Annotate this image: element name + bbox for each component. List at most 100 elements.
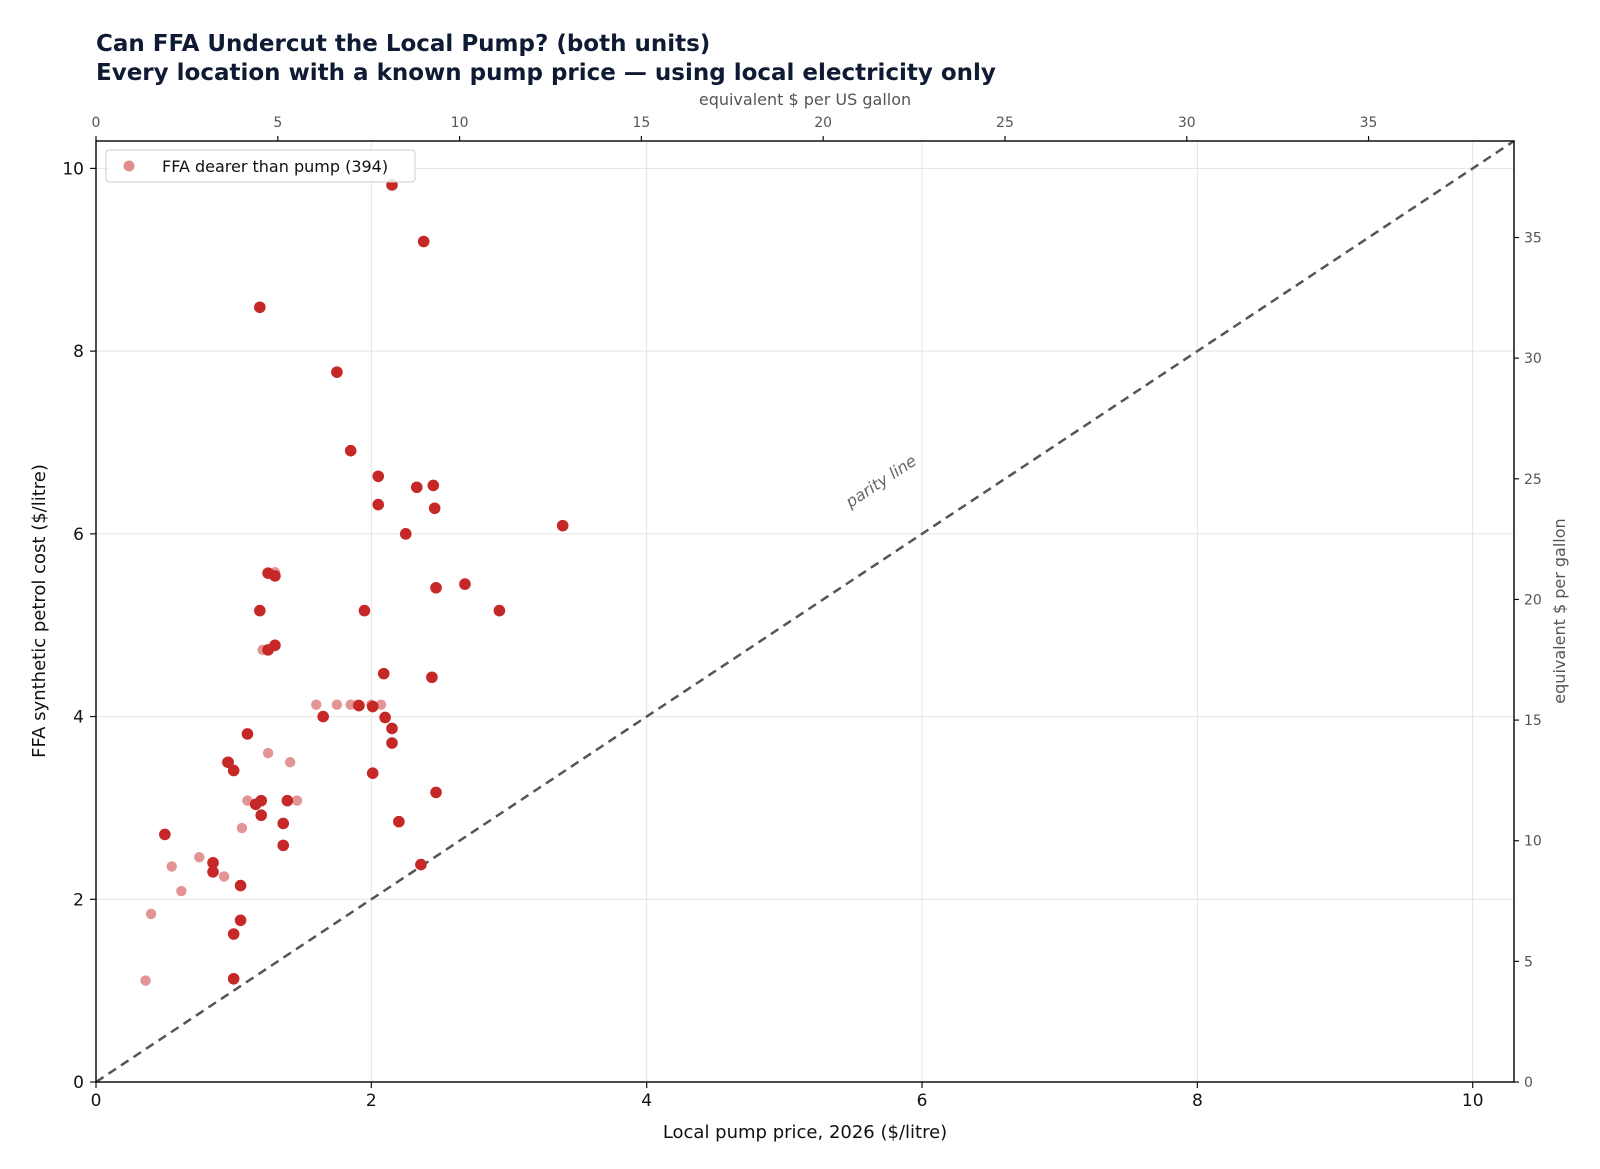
top-tick-label: 20 <box>814 115 832 131</box>
data-point <box>249 798 262 811</box>
top-tick-label: 15 <box>632 115 650 131</box>
data-point <box>234 879 247 892</box>
legend: FFA dearer than pump (394) <box>105 149 416 183</box>
data-point <box>393 815 405 828</box>
parity-line-label: parity line <box>841 451 920 512</box>
data-point <box>415 858 427 871</box>
data-point <box>399 528 412 540</box>
right-tick-label: 5 <box>1524 954 1533 970</box>
right-tick-label: 25 <box>1524 472 1542 488</box>
axis-ticks: 0 2 4 6 8 10 0 2 4 6 8 10 0 5 10 15 20 25 30 35 0 5 10 15 20 25 30… <box>62 115 1541 1111</box>
data-point <box>284 757 296 768</box>
data-point <box>311 699 322 710</box>
data-point <box>207 866 219 878</box>
right-tick-label: 20 <box>1524 592 1542 608</box>
legend-entry: FFA dearer than pump (394) <box>162 157 388 176</box>
data-point <box>331 366 343 378</box>
data-point <box>227 972 240 985</box>
data-point <box>227 764 240 777</box>
data-point <box>556 519 569 532</box>
data-point <box>386 737 398 749</box>
x-tick-label: 10 <box>1462 1091 1484 1111</box>
data-point <box>386 722 398 735</box>
parity-line-group: parity line <box>95 139 1515 1084</box>
data-point <box>145 908 157 920</box>
data-point <box>254 604 266 617</box>
x-tick-label: 4 <box>641 1091 652 1111</box>
data-point <box>194 852 205 863</box>
data-point <box>166 861 177 872</box>
data-point <box>353 699 365 712</box>
scatter-points <box>140 179 569 986</box>
y-axis-label: FFA synthetic petrol cost ($/litre) <box>29 464 50 758</box>
data-point <box>344 444 357 457</box>
data-point <box>140 975 151 986</box>
legend-box <box>105 149 416 183</box>
x-tick-label: 6 <box>917 1091 928 1111</box>
y-tick-label: 2 <box>73 890 84 910</box>
data-point <box>459 578 471 590</box>
data-point <box>430 581 442 594</box>
data-point <box>379 711 391 724</box>
data-point <box>234 914 247 927</box>
right-tick-label: 30 <box>1524 351 1542 367</box>
y-tick-label: 0 <box>73 1073 84 1093</box>
right-tick-label: 35 <box>1524 231 1542 247</box>
data-point <box>254 301 266 314</box>
right-axis-label: equivalent $ per gallon <box>1550 518 1569 703</box>
data-point <box>417 235 430 248</box>
x-tick-label: 8 <box>1192 1091 1203 1111</box>
data-point <box>372 470 385 483</box>
y-tick-label: 4 <box>73 708 84 728</box>
top-tick-label: 30 <box>1178 115 1196 131</box>
data-point <box>262 747 274 759</box>
data-point <box>241 728 254 740</box>
x-tick-label: 0 <box>91 1091 102 1111</box>
plot-frame <box>95 140 1515 1083</box>
top-tick-label: 35 <box>1360 115 1378 131</box>
top-tick-label: 25 <box>996 115 1014 131</box>
parity-line <box>95 139 1515 1084</box>
y-tick-label: 10 <box>62 159 84 179</box>
data-point <box>372 498 385 511</box>
data-point <box>227 928 240 940</box>
chart-title: Can FFA Undercut the Local Pump? (both u… <box>96 31 710 57</box>
data-point <box>291 795 303 806</box>
data-point <box>218 871 230 882</box>
data-point <box>427 479 440 492</box>
right-tick-label: 0 <box>1524 1075 1533 1091</box>
data-point <box>493 604 506 617</box>
legend-marker <box>123 160 135 172</box>
data-point <box>426 671 438 684</box>
top-tick-label: 10 <box>451 115 469 131</box>
right-tick-label: 15 <box>1524 713 1542 729</box>
data-point <box>159 828 171 841</box>
data-point <box>410 481 423 494</box>
top-axis-label: equivalent $ per US gallon <box>699 90 911 109</box>
x-axis-label: Local pump price, 2026 ($/litre) <box>663 1122 947 1143</box>
data-point <box>262 644 274 656</box>
y-tick-label: 6 <box>73 525 84 545</box>
data-point <box>428 502 441 515</box>
data-point <box>358 604 371 617</box>
data-point <box>207 856 219 869</box>
top-tick-label: 5 <box>273 115 282 131</box>
data-point <box>281 794 294 807</box>
data-point <box>236 822 248 834</box>
data-point <box>277 839 290 852</box>
data-point <box>255 809 268 822</box>
data-point <box>331 699 343 710</box>
top-tick-label: 0 <box>92 115 101 131</box>
x-tick-label: 2 <box>366 1091 377 1111</box>
data-point <box>377 667 390 680</box>
data-point <box>222 756 234 769</box>
data-point <box>366 700 379 713</box>
data-point <box>430 786 442 799</box>
data-point <box>317 710 329 723</box>
right-tick-label: 10 <box>1524 834 1542 850</box>
data-point <box>269 570 281 582</box>
y-tick-label: 8 <box>73 342 84 362</box>
chart-subtitle: Every location with a known pump price —… <box>96 60 996 86</box>
data-point <box>366 767 379 780</box>
